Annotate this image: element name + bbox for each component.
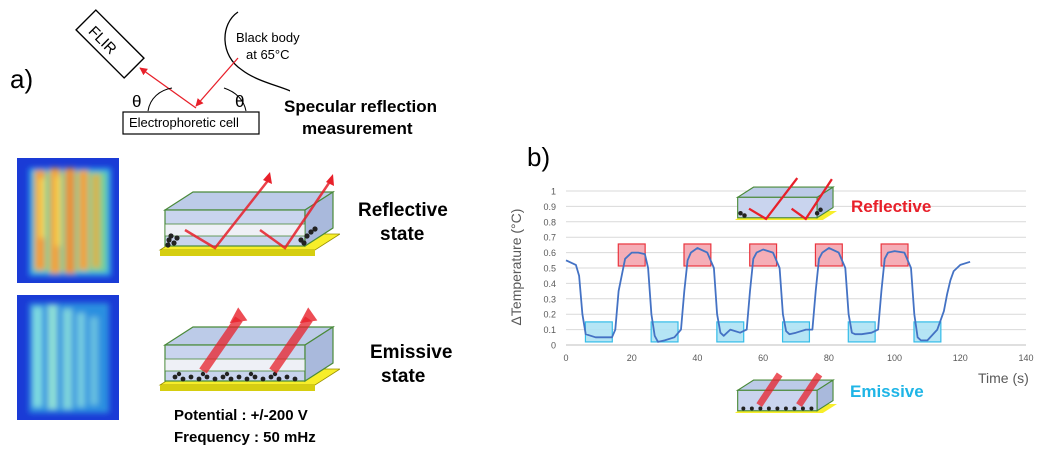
reflective-phase-box <box>683 243 712 267</box>
y-tick-label: 0 <box>551 341 556 351</box>
emissive-phase-box <box>650 321 679 343</box>
emissive-phase-box <box>913 321 942 343</box>
emissive-state-icon <box>734 372 837 414</box>
angle-left-label: θ <box>132 92 142 111</box>
reflective-phase-box <box>749 243 778 267</box>
y-tick-label: 0.4 <box>543 279 556 289</box>
electrophoretic-cell-box <box>122 111 260 135</box>
angle-arc-left <box>147 87 173 112</box>
reflective-phase-box <box>880 243 909 267</box>
cell-label: Electrophoretic cell <box>129 115 239 130</box>
x-tick-label: 0 <box>563 353 568 363</box>
frequency-text: Frequency : 50 mHz <box>174 429 316 446</box>
y-axis-label: ΔTemperature (°C) <box>508 209 524 326</box>
angle-arc-right <box>223 87 247 112</box>
x-tick-label: 140 <box>1018 353 1033 363</box>
x-tick-label: 20 <box>627 353 637 363</box>
flir-camera <box>75 9 145 79</box>
emissive-tag: Emissive <box>850 382 924 401</box>
measurement-title-2: measurement <box>302 119 413 138</box>
x-tick-label: 100 <box>887 353 902 363</box>
black-body-label-2: at 65°C <box>246 47 290 62</box>
reflective-cell-illustration <box>158 172 340 256</box>
reflective-state-label-2: state <box>380 224 425 245</box>
x-tick-label: 80 <box>824 353 834 363</box>
y-tick-label: 1 <box>551 187 556 197</box>
emissive-cell-illustration <box>158 307 340 391</box>
x-axis-label: Time (s) <box>978 370 1029 386</box>
x-tick-label: 60 <box>758 353 768 363</box>
emissive-state-label-1: Emissive <box>370 342 453 363</box>
reflective-phase-box <box>617 243 646 267</box>
panel-a-label: a) <box>10 64 34 94</box>
y-tick-label: 0.2 <box>543 310 556 320</box>
x-tick-label: 120 <box>953 353 968 363</box>
incident-ray <box>195 57 239 107</box>
potential-text: Potential : +/-200 V <box>174 407 308 424</box>
emissive-state-label-2: state <box>381 366 426 387</box>
reflected-ray <box>139 67 197 109</box>
y-tick-label: 0.6 <box>543 248 556 258</box>
y-tick-label: 0.8 <box>543 217 556 227</box>
angle-right-label: θ <box>235 92 245 111</box>
emissive-phase-box <box>584 321 613 343</box>
black-body-outline <box>224 11 290 92</box>
y-tick-label: 0.3 <box>543 294 556 304</box>
panel-b-label: b) <box>527 142 551 172</box>
ir-image-reflective <box>17 158 119 283</box>
reflective-tag: Reflective <box>851 197 932 216</box>
reflective-phase-box <box>814 243 843 267</box>
ir-image-emissive <box>17 295 119 420</box>
reflective-state-label-1: Reflective <box>358 200 448 221</box>
measurement-schematic <box>75 9 290 135</box>
x-tick-label: 40 <box>692 353 702 363</box>
y-tick-label: 0.5 <box>543 264 556 274</box>
temperature-chart: 0 0.1 0.2 0.3 0.4 0.5 0.6 0.7 0.8 0.9 1 0 20 40 60 80 10… <box>508 187 1034 387</box>
reflective-state-icon <box>734 177 837 221</box>
measurement-title-1: Specular reflection <box>284 97 438 116</box>
temperature-series-line <box>565 247 971 343</box>
black-body-label-1: Black body <box>236 30 300 45</box>
y-tick-label: 0.7 <box>543 233 556 243</box>
y-tick-label: 0.1 <box>543 325 556 335</box>
y-tick-label: 0.9 <box>543 202 556 212</box>
